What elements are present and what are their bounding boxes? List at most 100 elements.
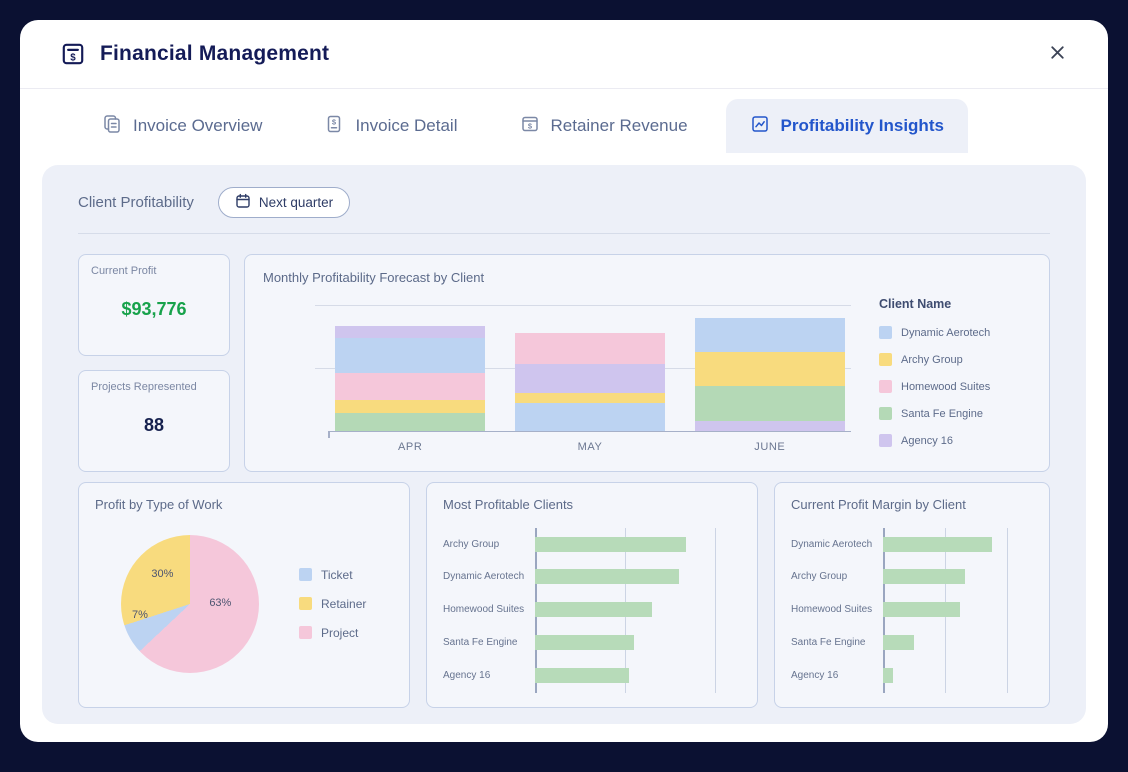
invoice-dollar-icon: $ — [60, 41, 86, 67]
app-title: Financial Management — [100, 42, 330, 65]
hbar-row: Agency 16 — [791, 663, 1033, 687]
legend-item: Dynamic Aerotech — [879, 326, 1031, 339]
stacked-bar-plot — [315, 305, 851, 438]
profit-margin-card: Current Profit Margin by Client Dynamic … — [774, 482, 1050, 708]
tab-bar: Invoice Overview $ Invoice Detail $ Reta — [20, 89, 1108, 153]
close-icon — [1047, 42, 1068, 66]
tab-label: Invoice Detail — [355, 116, 458, 135]
bar-segment — [694, 317, 845, 352]
panel-divider — [78, 233, 1050, 234]
legend-item: Project — [299, 626, 366, 640]
bar — [535, 536, 687, 552]
x-axis-label: JUNE — [754, 441, 786, 453]
stat-card-projects-represented: Projects Represented 88 — [78, 370, 230, 472]
legend-swatch — [299, 597, 312, 610]
hbar-row: Santa Fe Engine — [443, 630, 741, 654]
monthly-forecast-card: Monthly Profitability Forecast by Client… — [244, 254, 1050, 472]
pie-wrap: 30% 7% 63% — [121, 534, 259, 673]
bar — [535, 634, 634, 650]
retainer-revenue-icon: $ — [520, 114, 540, 139]
section-label: Client Profitability — [78, 194, 194, 211]
bar-segment — [514, 393, 666, 404]
hbar-row: Agency 16 — [443, 663, 741, 687]
chart-title: Profit by Type of Work — [95, 497, 223, 512]
tab-label: Retainer Revenue — [550, 116, 688, 135]
pie-percent-label: 63% — [209, 596, 232, 609]
legend-label: Ticket — [321, 567, 353, 582]
legend-item: Agency 16 — [879, 434, 1031, 447]
chart-title: Most Profitable Clients — [443, 497, 574, 512]
bar-track — [535, 667, 715, 683]
legend-swatch — [879, 380, 892, 393]
profitability-insights-panel: Client Profitability Next quarter Curren… — [42, 165, 1086, 724]
header-divider — [20, 88, 1108, 89]
bar — [535, 569, 679, 585]
stat-value: $93,776 — [121, 299, 187, 319]
close-button[interactable] — [1043, 38, 1072, 70]
hbar-row: Archy Group — [443, 532, 741, 556]
svg-text:$: $ — [527, 121, 532, 130]
bar — [883, 569, 965, 585]
legend-label: Project — [321, 625, 359, 640]
bar-track — [883, 569, 1007, 585]
stacked-bar-apr — [335, 305, 486, 431]
hbar-row: Archy Group — [791, 565, 1033, 589]
stacked-bar-june — [694, 305, 845, 431]
most-profitable-clients-chart: Archy Group Dynamic Aerotech Homewood Suit… — [443, 528, 741, 695]
category-label: Agency 16 — [791, 669, 839, 681]
top-grid: Current Profit $93,776 Projects Represen… — [78, 254, 1050, 472]
tab-invoice-detail[interactable]: $ Invoice Detail — [300, 99, 481, 153]
tab-retainer-revenue[interactable]: $ Retainer Revenue — [496, 99, 712, 153]
stats-column: Current Profit $93,776 Projects Represen… — [78, 254, 230, 472]
category-label: Archy Group — [791, 571, 848, 583]
panel-head: Client Profitability Next quarter — [62, 183, 1066, 218]
hbar-row: Dynamic Aerotech — [443, 565, 741, 589]
stat-value: 88 — [143, 415, 165, 435]
quarter-select-button[interactable]: Next quarter — [217, 187, 351, 218]
tab-invoice-overview[interactable]: Invoice Overview — [78, 99, 286, 153]
window-header: $ Financial Management — [20, 20, 1108, 88]
bar-segment — [335, 326, 486, 338]
legend-swatch — [299, 568, 312, 581]
pie-chart — [121, 534, 259, 673]
category-label: Santa Fe Engine — [443, 636, 518, 648]
category-label: Homewood Suites — [443, 604, 525, 615]
legend-item: Retainer — [299, 597, 366, 611]
legend-item: Santa Fe Engine — [879, 407, 1031, 420]
stacked-bar-may — [514, 305, 666, 431]
legend-item: Homewood Suites — [879, 380, 1031, 393]
category-label: Dynamic Aerotech — [443, 571, 525, 583]
pie-percent-label: 30% — [151, 567, 174, 580]
axis-tick — [328, 431, 330, 438]
legend-label: Santa Fe Engine — [901, 407, 983, 420]
bottom-grid: Profit by Type of Work 30% 7% 63% Ticket… — [78, 482, 1050, 708]
gridline — [715, 528, 716, 693]
bar-track — [535, 569, 715, 585]
bar-segment — [694, 420, 845, 431]
bar-segment — [514, 364, 666, 394]
title-wrap: $ Financial Management — [60, 41, 1043, 67]
profit-by-type-card: Profit by Type of Work 30% 7% 63% Ticket… — [78, 482, 410, 708]
hbar-row: Homewood Suites — [443, 598, 741, 622]
legend-label: Dynamic Aerotech — [901, 326, 991, 339]
most-profitable-clients-card: Most Profitable Clients Archy Group Dynam… — [426, 482, 758, 708]
bar — [883, 634, 914, 650]
tab-profitability-insights[interactable]: Profitability Insights — [725, 99, 968, 153]
bar-segment — [514, 403, 666, 431]
legend-label: Retainer — [321, 596, 367, 611]
bar-segment — [335, 337, 486, 374]
stat-card-current-profit: Current Profit $93,776 — [78, 254, 230, 356]
chart-title: Monthly Profitability Forecast by Client — [263, 270, 485, 285]
x-axis-label: MAY — [577, 441, 603, 453]
app-window: $ Financial Management Invoice Overview — [20, 20, 1108, 742]
bar-segment — [335, 413, 486, 431]
bar-track — [883, 667, 1007, 683]
legend-label: Agency 16 — [901, 434, 953, 447]
stat-label: Current Profit — [91, 265, 157, 277]
profitability-insights-icon — [750, 114, 770, 139]
category-label: Dynamic Aerotech — [791, 538, 873, 550]
legend-items: Dynamic Aerotech Archy Group Homewood Suit… — [879, 326, 1031, 447]
hbar-row: Homewood Suites — [791, 598, 1033, 622]
bar-track — [883, 536, 1007, 552]
bar — [535, 667, 629, 683]
